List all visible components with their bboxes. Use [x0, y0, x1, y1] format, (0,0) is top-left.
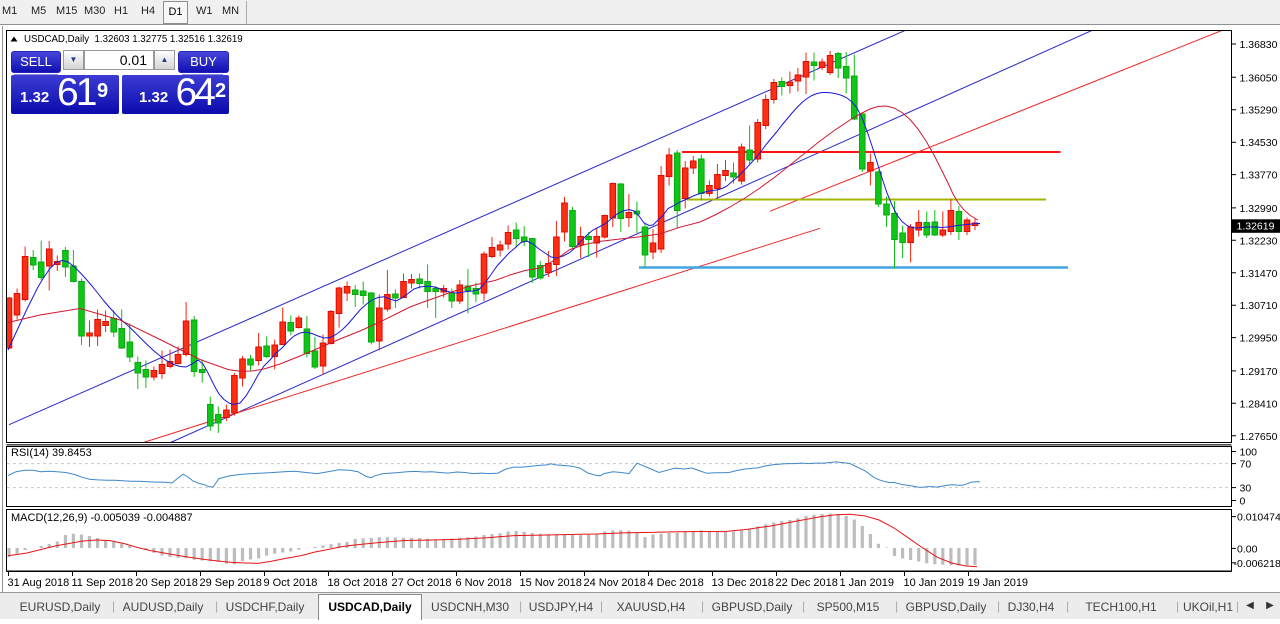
svg-text:29 Sep 2018: 29 Sep 2018 [200, 577, 262, 589]
svg-text:1.34530: 1.34530 [1240, 137, 1278, 149]
svg-text:11 Sep 2018: 11 Sep 2018 [72, 577, 134, 589]
svg-text:13 Dec 2018: 13 Dec 2018 [712, 577, 774, 589]
svg-text:15 Nov 2018: 15 Nov 2018 [520, 577, 582, 589]
svg-text:USDCAD,Daily 1.32603 1.32775: USDCAD,Daily 1.32603 1.32775 1.32516 1.3… [24, 34, 243, 45]
svg-text:RSI(14) 39.8453: RSI(14) 39.8453 [11, 447, 92, 459]
svg-text:24 Nov 2018: 24 Nov 2018 [584, 577, 646, 589]
svg-text:1.32230: 1.32230 [1240, 235, 1278, 247]
svg-text:1.36830: 1.36830 [1240, 39, 1278, 51]
svg-text:1.29170: 1.29170 [1240, 366, 1278, 378]
svg-text:20 Sep 2018: 20 Sep 2018 [136, 577, 198, 589]
svg-text:1.29950: 1.29950 [1240, 333, 1278, 345]
svg-text:1.27650: 1.27650 [1240, 431, 1278, 443]
svg-text:0.00: 0.00 [1237, 543, 1258, 555]
svg-text:1.31470: 1.31470 [1240, 268, 1278, 280]
svg-text:27 Oct 2018: 27 Oct 2018 [392, 577, 452, 589]
svg-text:1.36050: 1.36050 [1240, 72, 1278, 84]
svg-text:1.33770: 1.33770 [1240, 170, 1278, 182]
svg-text:31 Aug 2018: 31 Aug 2018 [8, 577, 70, 589]
svg-text:1.32990: 1.32990 [1240, 203, 1278, 215]
svg-text:18 Oct 2018: 18 Oct 2018 [328, 577, 388, 589]
svg-text:1.30710: 1.30710 [1240, 300, 1278, 312]
svg-text:4 Dec 2018: 4 Dec 2018 [648, 577, 704, 589]
svg-text:70: 70 [1240, 459, 1252, 471]
svg-text:-0.006218: -0.006218 [1234, 558, 1280, 570]
svg-text:9 Oct 2018: 9 Oct 2018 [264, 577, 318, 589]
svg-text:1 Jan 2019: 1 Jan 2019 [840, 577, 894, 589]
svg-text:19 Jan 2019: 19 Jan 2019 [968, 577, 1029, 589]
svg-text:MACD(12,26,9) -0.005039 -0.004: MACD(12,26,9) -0.005039 -0.004887 [11, 512, 193, 524]
svg-text:0: 0 [1240, 496, 1246, 508]
svg-text:0.010474: 0.010474 [1237, 512, 1280, 524]
svg-text:10 Jan 2019: 10 Jan 2019 [904, 577, 965, 589]
svg-text:30: 30 [1240, 483, 1252, 495]
svg-text:22 Dec 2018: 22 Dec 2018 [776, 577, 838, 589]
svg-text:1.28410: 1.28410 [1240, 398, 1278, 410]
svg-text:1.32619: 1.32619 [1237, 221, 1275, 233]
svg-text:100: 100 [1240, 447, 1258, 459]
svg-text:1.35290: 1.35290 [1240, 105, 1278, 117]
svg-text:6 Nov 2018: 6 Nov 2018 [456, 577, 512, 589]
